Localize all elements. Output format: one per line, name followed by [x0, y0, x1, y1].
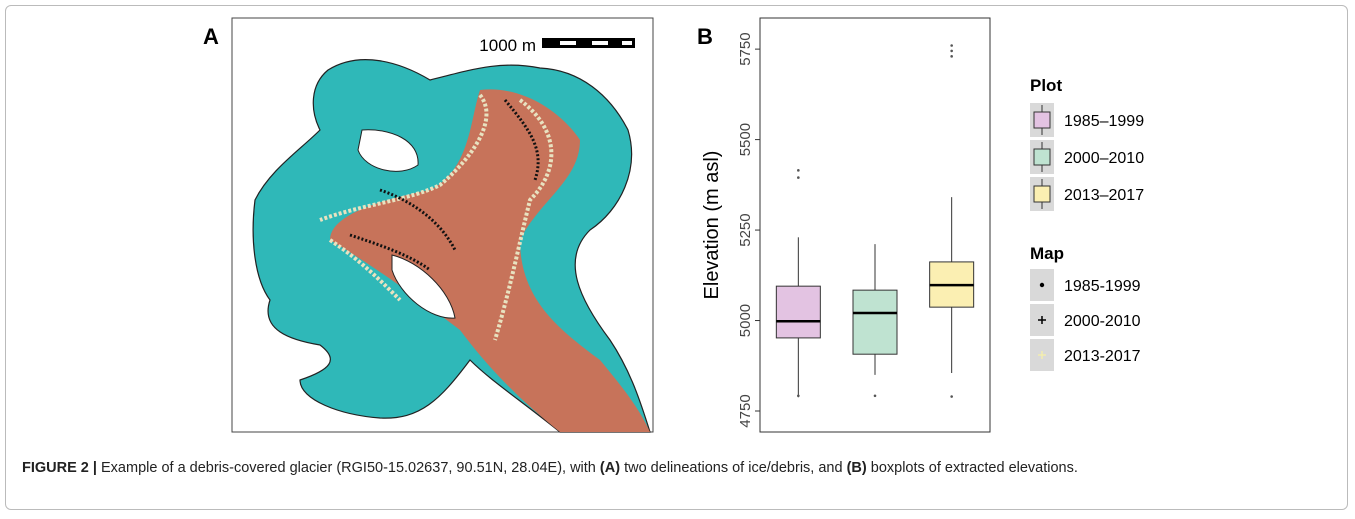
outlier: [950, 49, 953, 53]
y-tick-label: 4750: [737, 394, 754, 427]
caption-text: boxplots of extracted elevations.: [870, 460, 1078, 476]
delineation-2000: [349, 99, 540, 272]
y-tick-label: 5500: [737, 123, 754, 156]
legend-key: [1033, 111, 1051, 129]
legend-label: 1985-1999: [1064, 278, 1141, 295]
outlier: [950, 44, 953, 47]
outlier: [797, 169, 800, 172]
caption-ref: (A): [599, 460, 621, 476]
scale-label: 1000 m: [479, 36, 536, 55]
y-tick-label: 5000: [737, 304, 754, 337]
caption-text: Example of a debris-covered glacier (RGI…: [101, 460, 596, 476]
scale-bar: [542, 38, 635, 48]
delineation-2013: [319, 93, 554, 341]
outlier: [950, 395, 953, 398]
panel-label: B: [697, 24, 713, 49]
caption-text: two delineations of ice/debris, and: [624, 460, 843, 476]
y-tick-label: 5750: [737, 32, 754, 65]
legend-marker: [1039, 282, 1045, 288]
legend-key: [1033, 148, 1051, 166]
debris-cover: [330, 89, 650, 433]
legend-marker: [1038, 351, 1046, 359]
outlier: [797, 176, 800, 179]
y-axis-title: Elevation (m asl): [701, 151, 723, 300]
legend-title: Plot: [1030, 76, 1062, 95]
legend-marker: [1038, 316, 1046, 324]
legend-label: 2000-2010: [1064, 313, 1141, 330]
legend-key: [1033, 185, 1051, 203]
outlier: [797, 394, 800, 398]
map-nunatak: [357, 129, 456, 319]
y-tick-label: 5250: [737, 213, 754, 246]
caption-ref: (B): [846, 460, 867, 476]
box: [775, 285, 821, 339]
caption: FIGURE 2 | Example of a debris-covered g…: [22, 456, 1322, 480]
caption-lead: FIGURE 2 |: [22, 460, 97, 476]
figure-frame: [5, 5, 1348, 510]
legend-label: 2013-2017: [1064, 348, 1141, 365]
outlier: [873, 394, 877, 398]
legend-title: Map: [1030, 244, 1064, 263]
legend-label: 1985–1999: [1064, 113, 1144, 130]
outlier: [950, 55, 953, 58]
legend-label: 2013–2017: [1064, 187, 1144, 204]
legend-label: 2000–2010: [1064, 150, 1144, 167]
panel-label: A: [203, 24, 219, 49]
box: [852, 289, 898, 355]
